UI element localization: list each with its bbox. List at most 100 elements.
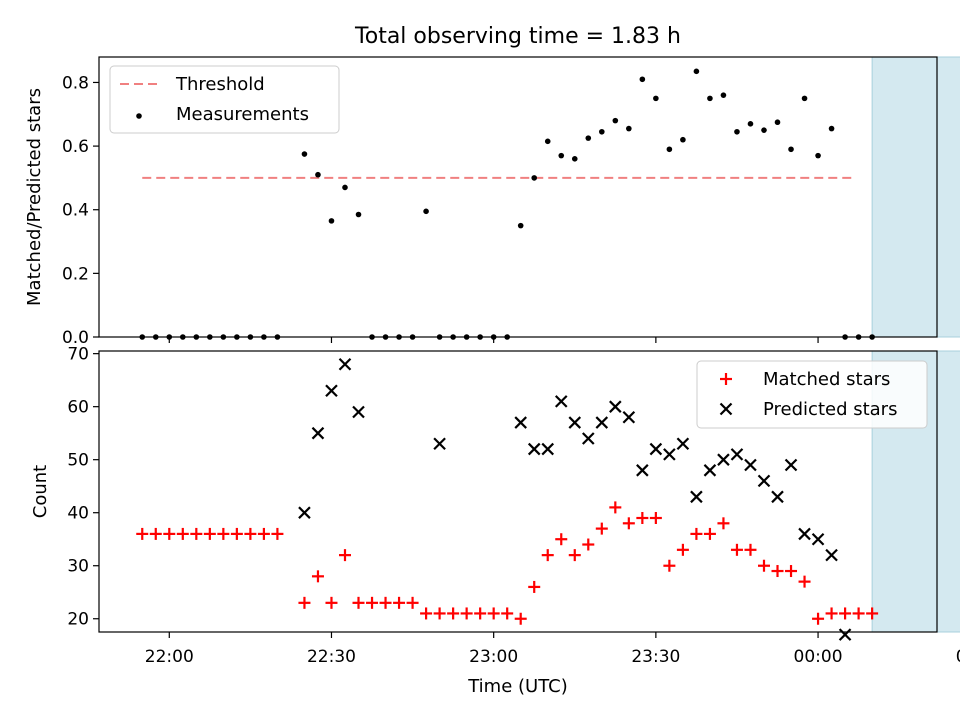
bottom-series-matched-stars-point: [703, 527, 716, 540]
bottom-series-predicted-stars-point: [554, 395, 568, 408]
bottom-series-matched-stars-point: [474, 607, 487, 620]
bottom-series-matched-stars-point: [190, 527, 203, 540]
bottom-series-predicted-stars-point: [582, 432, 595, 445]
bottom-series-matched-stars-point: [757, 559, 770, 572]
bottom-series-matched-stars-point: [311, 570, 324, 583]
bottom-series-matched-stars-point: [717, 517, 730, 530]
x-marker-b: [298, 506, 311, 519]
bottom-series-matched-stars-point: [636, 512, 649, 525]
top-series-measurements-point: [788, 146, 794, 153]
bottom-series-predicted-stars-point: [433, 437, 446, 451]
bottom-y-tick-label: 40: [67, 504, 89, 524]
top-series-measurements-point: [342, 184, 348, 191]
bottom-series-matched-stars-point: [798, 575, 811, 588]
top-series-measurements-point: [815, 152, 821, 159]
bottom-series-matched-stars-point: [825, 607, 838, 620]
x-marker-b: [636, 464, 649, 477]
x-marker-b: [676, 437, 690, 451]
top-series-measurements-point: [585, 135, 592, 141]
bottom-series-predicted-stars-point: [771, 490, 784, 504]
bottom-series-matched-stars-point: [514, 612, 527, 625]
x-marker-b: [730, 448, 744, 461]
bottom-y-tick-label: 30: [67, 557, 89, 577]
figure-title: Total observing time = 1.83 h: [354, 24, 681, 49]
bottom-panel-count: 20 30 40 50 60 70 22:00 22:30 23:00 23:30 00:00 00:…: [30, 345, 960, 667]
top-series-measurements-point: [517, 222, 524, 229]
x-tick-label: 00:00: [794, 647, 843, 667]
top-legend-measurements-label: Measurements: [176, 104, 309, 125]
x-marker-b: [838, 628, 852, 641]
bottom-series-matched-stars-point: [433, 607, 446, 620]
bottom-series-predicted-stars-point: [338, 357, 352, 371]
bottom-series-predicted-stars-point: [325, 384, 338, 398]
top-series-measurements-point: [544, 138, 551, 145]
top-series-measurements-point: [328, 218, 335, 224]
top-series-measurements-point: [599, 128, 605, 135]
bottom-series-predicted-stars-point: [541, 442, 555, 456]
bottom-series-predicted-stars-point: [514, 416, 527, 429]
bottom-series-matched-stars-point: [447, 607, 460, 620]
bottom-y-tick-label: 70: [67, 345, 89, 365]
bottom-series-predicted-stars-point: [352, 405, 365, 419]
x-marker-b: [784, 458, 798, 472]
bottom-legend: Matched stars Predicted stars: [696, 360, 928, 429]
bottom-series-predicted-stars-point: [311, 426, 325, 440]
bottom-series-predicted-stars-point: [717, 453, 730, 466]
x-marker-b: [719, 402, 733, 416]
bottom-series-matched-stars-point: [244, 527, 257, 540]
top-series-measurements-point: [720, 92, 727, 98]
bottom-legend-predicted-stars-swatch: [719, 402, 733, 416]
x-tick-label: 22:30: [307, 647, 356, 667]
top-series-measurements-point: [693, 68, 700, 75]
bottom-series-matched-stars-point: [785, 565, 798, 578]
bottom-series-matched-stars-point: [487, 607, 500, 620]
x-marker-b: [352, 405, 365, 419]
bottom-series-predicted-stars-point: [676, 437, 690, 451]
bottom-series-predicted-stars-point: [649, 442, 663, 456]
bottom-series-matched-stars-point: [149, 527, 162, 540]
bottom-series-matched-stars-point: [298, 596, 311, 609]
bottom-series-predicted-stars-point: [784, 458, 798, 472]
bottom-series-matched-stars-point: [366, 596, 379, 609]
top-legend: Threshold Measurements: [109, 65, 340, 134]
x-tick-label: 23:30: [631, 647, 680, 667]
bottom-series-matched-stars-point: [676, 543, 689, 556]
top-series-measurements-point: [558, 152, 565, 159]
bottom-series-matched-stars-point: [325, 596, 338, 609]
bottom-series-matched-stars-point: [839, 607, 852, 620]
top-y-tick-label: 0.4: [62, 201, 89, 221]
bottom-series-matched-stars-point: [582, 538, 595, 551]
bottom-series-matched-stars-point: [663, 559, 676, 572]
top-series-measurements-point: [828, 125, 835, 132]
bottom-series-matched-stars-point: [406, 596, 419, 609]
bottom-series-predicted-stars-point: [757, 474, 771, 488]
x-marker-b: [338, 357, 352, 371]
top-series-measurements-point: [612, 117, 619, 124]
top-axes-frame: [98, 56, 938, 338]
bottom-y-tick-label: 60: [67, 398, 89, 418]
bottom-series-matched-stars-point: [595, 522, 608, 535]
bottom-series-matched-stars-point: [176, 527, 189, 540]
bottom-legend-predicted-stars-label: Predicted stars: [763, 399, 897, 420]
top-series-measurements-point: [680, 136, 686, 143]
bottom-series-predicted-stars-point: [690, 490, 703, 504]
x-marker-b: [622, 410, 636, 424]
top-series-measurements-point: [801, 95, 808, 102]
bottom-y-tick-label: 50: [67, 451, 89, 471]
bottom-legend-box: [696, 360, 928, 429]
x-marker-b: [514, 416, 527, 429]
top-panel-ratio: 0.0 0.2 0.4 0.6 0.8 Matched/Predicted stars Th…: [24, 56, 960, 348]
x-marker-b: [744, 458, 757, 472]
bottom-series-matched-stars-point: [271, 527, 284, 540]
x-marker-b: [649, 442, 663, 456]
bottom-series-predicted-stars-point: [825, 548, 838, 562]
bottom-series-matched-stars-point: [771, 565, 784, 578]
bottom-series-matched-stars-point: [420, 607, 433, 620]
bottom-axes-frame: [98, 350, 938, 633]
x-tick-label: 22:00: [145, 647, 194, 667]
bottom-series-matched-stars-point: [555, 533, 568, 546]
x-axis-label: Time (UTC): [467, 676, 568, 697]
bottom-y-axis-label: Count: [30, 465, 51, 518]
bottom-series-matched-stars-point: [501, 607, 514, 620]
